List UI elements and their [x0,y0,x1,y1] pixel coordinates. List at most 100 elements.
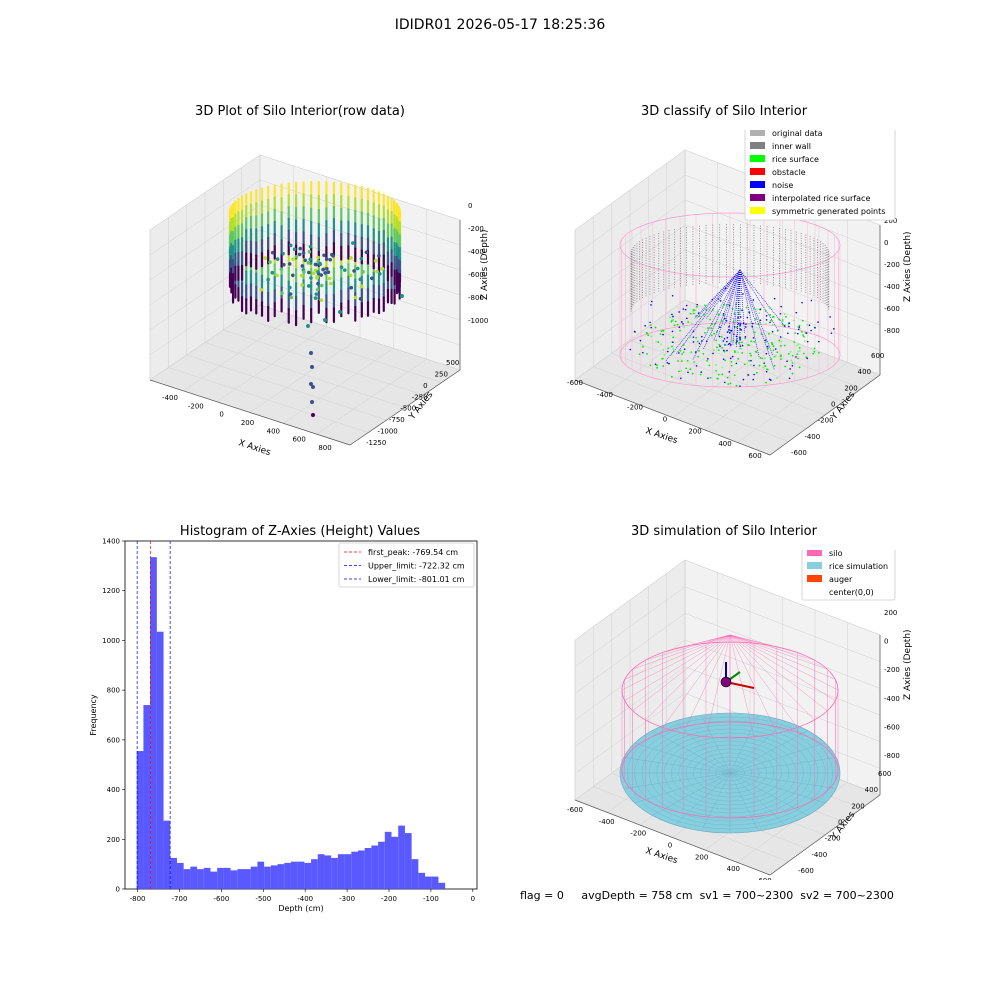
z-tick: 200 [884,217,897,225]
histogram-bar [203,867,211,889]
outlier-point [311,385,315,389]
outlier-point [400,294,404,298]
rice-surface-point [772,345,775,347]
noise-point [768,378,771,381]
y-tick: -400 [811,851,827,859]
noise-line [717,269,741,337]
rice-surface-point [799,327,801,330]
y-tick: 500 [446,359,459,367]
x-tick: 0 [219,411,223,419]
rice-surface-point [695,315,698,317]
rice-surface-point [662,365,665,368]
noise-point [737,316,739,319]
rice-surface-point [690,322,693,325]
silo-roof-line [662,634,731,728]
rice-surface-point [803,335,805,338]
y-tick: -600 [791,449,807,457]
interior-point [266,277,270,282]
rice-surface-point [716,321,719,323]
noise-point [644,325,646,327]
z-tick: -800 [884,327,900,335]
interior-point [353,295,358,300]
interior-point [287,262,292,266]
grid-line [574,149,686,231]
rice-surface-point [756,371,758,374]
silo-roof-line [729,634,836,701]
legend-label: Upper_limit: -722.32 cm [368,562,465,571]
x-tick-label: 0 [471,895,475,903]
rice-surface-point [791,354,794,357]
rice-surface-point [738,342,740,344]
rice-surface-point [695,336,698,339]
avg-depth-text: avgDepth = 758 cm [581,889,693,902]
x-tick: 600 [748,452,761,460]
rice-surface-point [698,315,701,318]
noise-point [748,311,751,313]
y-axis-line [349,369,461,446]
noise-point [745,323,747,325]
rice-surface-point [680,360,683,363]
rice-surface-point [692,310,695,313]
noise-point [724,344,726,346]
histogram-bar [197,869,204,889]
rice-surface-point [782,320,784,323]
x-tick: 600 [292,436,305,444]
interior-point [361,269,365,274]
rice-surface-point [667,347,670,350]
noise-point [769,379,772,381]
interior-point [323,271,327,275]
noise-point [671,313,673,316]
noise-point [763,362,765,364]
rice-surface-point [764,365,767,368]
rice-surface-point [721,373,724,376]
histogram-bar [270,865,278,889]
histogram-bar [290,861,298,889]
interior-point [348,273,353,278]
noise-point [744,326,747,328]
rice-surface-point [748,344,750,347]
noise-point [735,362,738,365]
interior-point [259,287,264,292]
noise-point [741,344,744,347]
y-tick: -600 [798,867,814,875]
noise-point [765,319,768,321]
x-tick: -200 [188,402,204,410]
rice-surface-point [770,341,773,344]
noise-point [801,301,803,304]
noise-point [733,326,736,328]
noise-point [797,328,800,331]
interior-point [359,256,364,261]
noise-line [665,269,741,362]
grid-line [259,179,461,246]
rice-surface-point [674,320,677,323]
noise-point [672,315,674,318]
rice-surface-point [680,369,683,372]
rice-surface-point [713,332,716,335]
x-tick-labels: -600 -400 -200 0 200 400 600 [567,379,762,460]
sv2-text: sv2 = 700~2300 [800,889,894,902]
rice-surface-point [708,364,711,367]
rice-surface-point [716,346,718,349]
rice-surface-point [754,350,757,353]
rice-surface-point [726,344,728,347]
rice-surface-point [785,316,787,318]
histogram-bar [190,866,198,889]
rice-surface-point [758,321,761,324]
noise-point [681,321,683,323]
legend: original data inner wall rice surface obsta… [744,130,896,221]
x-tick: -400 [597,391,613,399]
histogram-bar [317,854,325,889]
noise-point [736,340,738,343]
noise-point [741,309,743,312]
histogram-bar [210,871,218,889]
interior-point [300,283,304,287]
x-tick-labels: -600 -400 -200 0 200 400 600 [567,806,772,880]
interior-point [327,276,332,281]
z-tick: -400 [468,248,484,256]
rice-mesh-spoke [729,742,826,774]
noise-point [722,312,725,315]
rice-surface-point [689,368,692,371]
legend-label: original data [772,130,823,138]
y-tick: 0 [423,382,427,390]
noise-point [726,340,728,343]
